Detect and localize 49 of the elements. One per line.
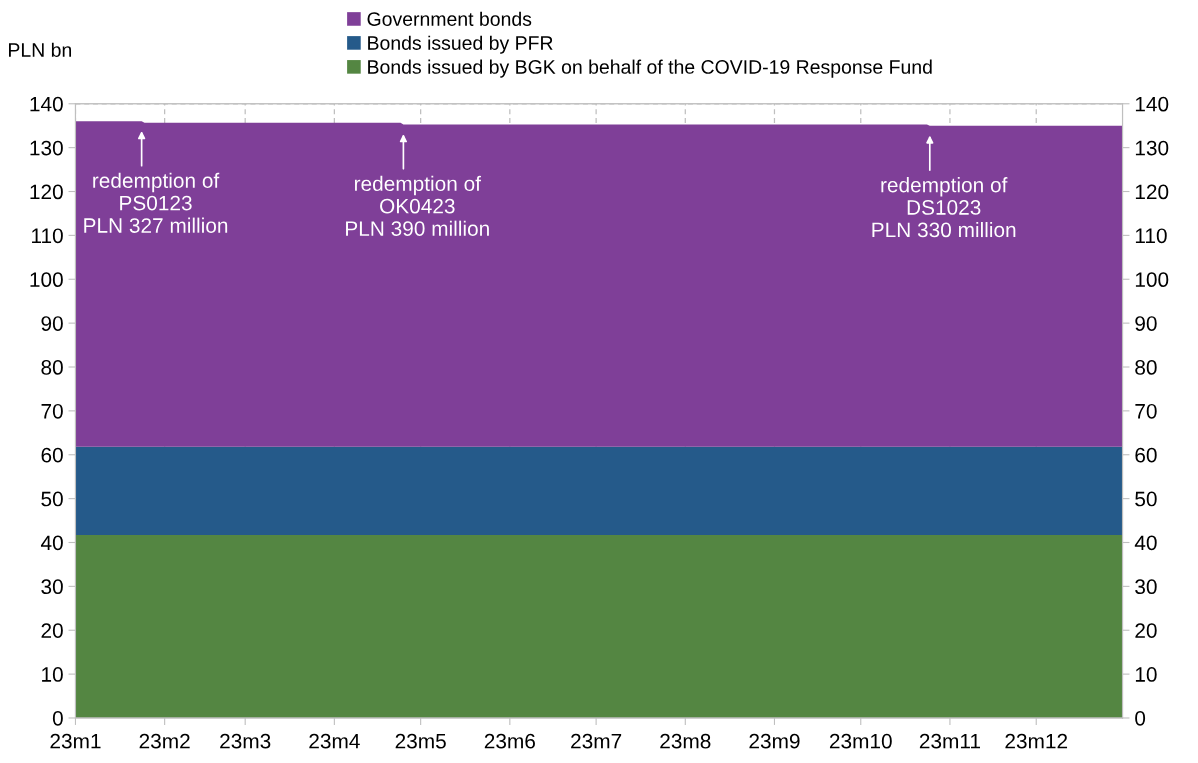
y-tick-label: 70 [41,403,63,419]
y2-tick-label: 20 [1135,623,1157,638]
y2-tick-label: 110 [1135,228,1167,244]
y2-tick-label: 100 [1135,272,1169,288]
x-tick-label: 23m3 [220,733,271,749]
y-tick-label: 130 [30,140,63,156]
y-tick-label: 40 [40,535,63,551]
x-tick-label: 23m10 [829,733,892,749]
legend-label: Bonds issued by BGK on behalf of the COVID-19 Response Fund [368,59,932,78]
y2-tick-label: 10 [1135,667,1157,682]
y-tick-label: 0 [52,710,63,726]
y-tick-label: 140 [30,96,63,112]
annotation: redemption of PS0123 PLN 327 million [84,172,228,233]
y-tick-label: 10 [42,667,63,682]
y-tick-label: 30 [41,579,63,595]
y-tick-label: 20 [41,623,63,638]
x-tick-label: 23m9 [749,733,800,749]
y-tick-label: 80 [41,360,63,375]
y-tick-label: 50 [41,491,63,507]
x-tick-label: 23m12 [1005,733,1068,749]
y2-tick-label: 30 [1135,579,1157,595]
y2-tick-label: 50 [1135,491,1157,507]
y2-tick-label: 0 [1135,710,1146,726]
x-tick-label: 23m5 [395,733,446,749]
x-tick-label: 23m1 [50,733,101,749]
x-tick-label: 23m7 [571,733,622,749]
y2-tick-label: 130 [1135,140,1169,156]
y2-tick-label: 90 [1135,316,1157,331]
x-tick-label: 23m8 [660,733,711,749]
y-tick-label: 110 [32,228,63,244]
x-tick-label: 23m6 [484,733,535,749]
y2-tick-label: 120 [1135,184,1169,200]
y-tick-label: 60 [41,447,63,463]
x-tick-label: 23m2 [139,733,190,749]
legend-label: Government bonds [367,11,532,26]
y2-tick-label: 40 [1134,535,1157,551]
y2-tick-label: 60 [1135,447,1157,463]
y-axis-title: PLN bn [9,42,72,57]
y2-tick-label: 140 [1135,96,1169,112]
y-tick-label: 90 [41,316,63,331]
annotation: redemption of OK0423 PLN 390 million [346,175,489,236]
y2-tick-label: 80 [1135,360,1157,375]
legend-label: Bonds issued by PFR [368,35,553,54]
y-tick-label: 120 [30,184,63,200]
x-tick-label: 23m11 [919,733,980,749]
y-tick-label: 100 [30,272,63,288]
x-tick-label: 23m4 [309,733,360,749]
y2-tick-label: 70 [1135,403,1157,419]
annotation: redemption of DS1023 PLN 330 million [872,177,1016,238]
